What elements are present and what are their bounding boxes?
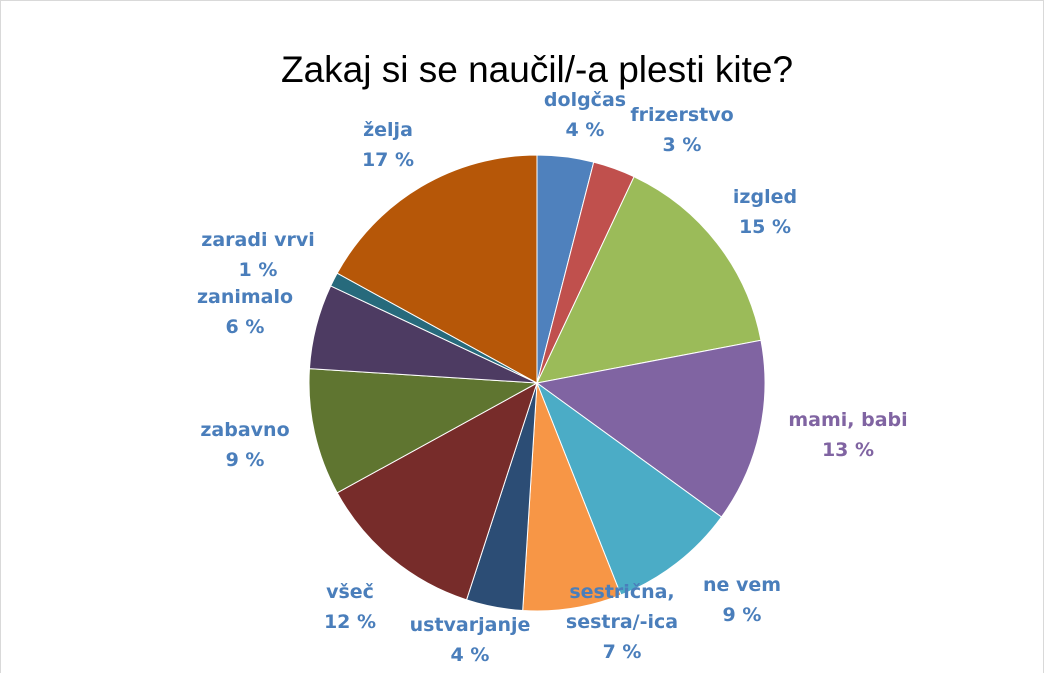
data-label: všeč 12 %: [324, 577, 376, 637]
value-label: 1 %: [238, 259, 278, 281]
data-label: frizerstvo 3 %: [630, 100, 733, 160]
category-label: mami, babi: [788, 409, 908, 431]
value-label: 7 %: [602, 641, 642, 663]
value-label: 3 %: [662, 134, 702, 156]
category-label: izgled: [732, 186, 798, 208]
value-label: 17 %: [361, 149, 415, 171]
value-label: 15 %: [738, 216, 792, 238]
pie-slice: [336, 381, 538, 601]
value-label: 9 %: [225, 449, 265, 471]
category-label: frizerstvo: [630, 104, 734, 126]
category-label: želja: [363, 119, 413, 141]
data-label: izgled 15 %: [733, 182, 797, 242]
pie-slice: [336, 154, 538, 384]
value-label: 9 %: [722, 604, 762, 626]
data-label: sestrična, sestra/-ica 7 %: [537, 577, 707, 667]
value-label: 12 %: [323, 611, 377, 633]
value-label: 4 %: [450, 644, 490, 666]
value-label: 6 %: [225, 316, 265, 338]
value-label: 13 %: [821, 439, 875, 461]
category-label: ustvarjanje: [409, 614, 531, 636]
category-label: zabavno: [200, 419, 290, 441]
pie-slice: [308, 368, 539, 494]
pie-slice: [535, 381, 723, 596]
category-label: dolgčas: [543, 89, 627, 111]
category-label: všeč: [326, 581, 374, 603]
data-label: zabavno 9 %: [200, 415, 289, 475]
category-label: sestrična, sestra/-ica: [565, 581, 679, 633]
category-label: zanimalo: [196, 286, 294, 308]
category-label: zaradi vrvi: [201, 229, 315, 251]
chart-title: Zakaj si se naučil/-a plesti kite?: [281, 49, 793, 90]
pie-slice: [536, 176, 762, 384]
data-label: ne vem 9 %: [703, 570, 781, 630]
data-label: zaradi vrvi 1 %: [201, 225, 314, 285]
value-label: 4 %: [565, 119, 605, 141]
data-label: mami, babi 13 %: [788, 405, 907, 465]
data-label: dolgčas 4 %: [544, 85, 626, 145]
data-label: ustvarjanje 4 %: [410, 610, 531, 670]
pie-slice: [535, 339, 766, 518]
data-label: zanimalo 6 %: [197, 282, 293, 342]
category-label: ne vem: [702, 574, 782, 596]
data-label: želja 17 %: [362, 115, 414, 175]
